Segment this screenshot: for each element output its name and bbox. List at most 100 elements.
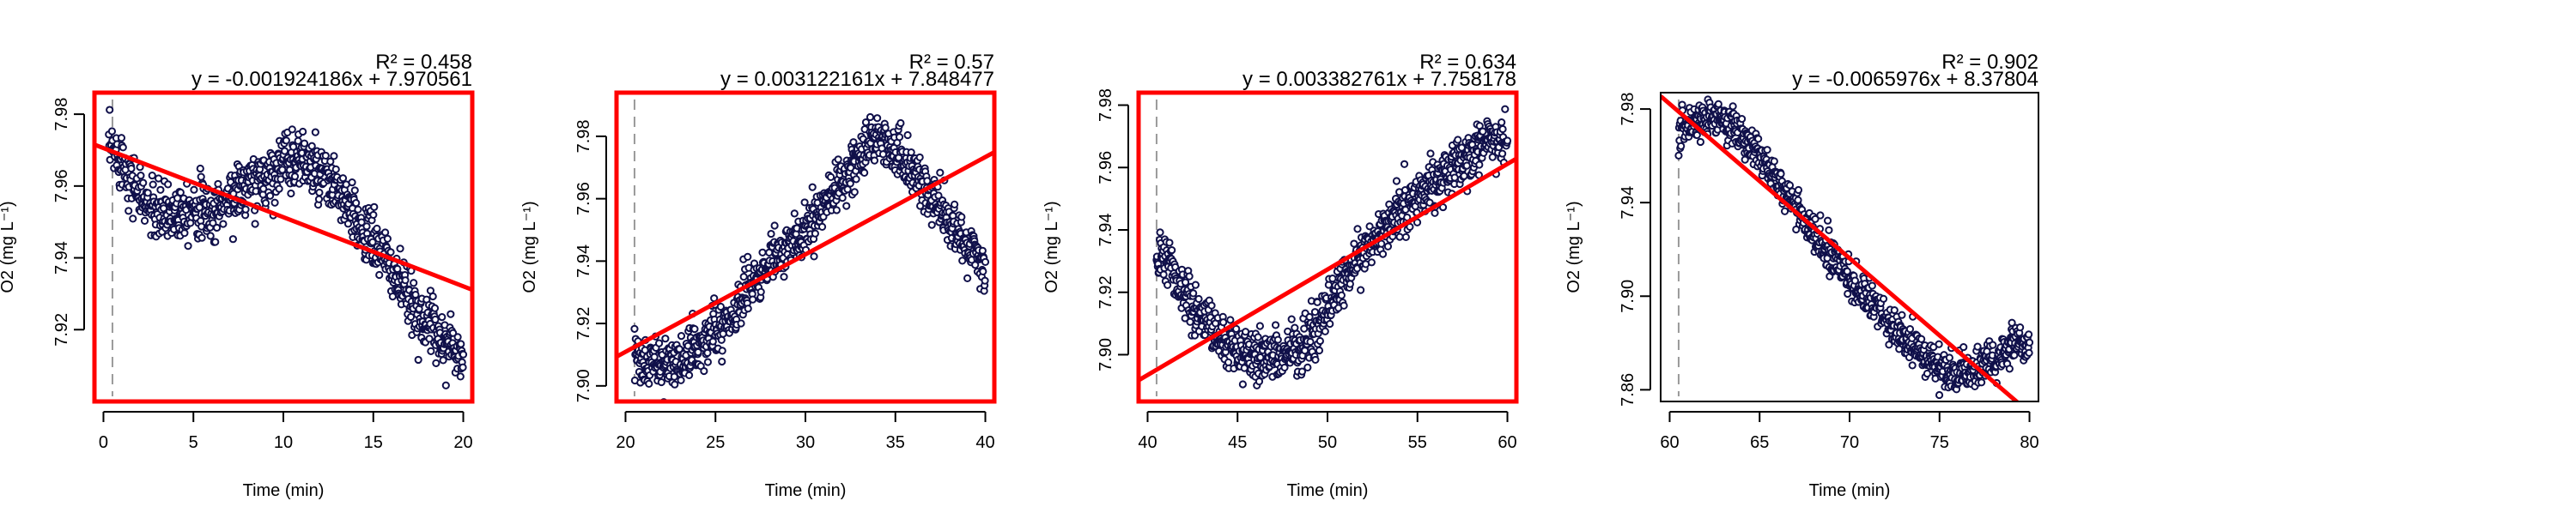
data-point [1754, 135, 1763, 143]
data-point [1238, 380, 1247, 389]
y-tick-label: 7.94 [52, 241, 71, 275]
data-point [846, 179, 854, 188]
data-point [314, 195, 324, 203]
data-point [143, 189, 152, 197]
data-point [810, 252, 818, 261]
data-point [1989, 341, 1997, 349]
data-point [139, 178, 148, 187]
data-point [148, 171, 156, 180]
data-point [770, 221, 779, 230]
data-point [708, 337, 717, 346]
data-point [290, 172, 300, 181]
data-point [963, 274, 972, 282]
data-point [861, 118, 871, 127]
data-point [744, 305, 752, 313]
data-point [1737, 114, 1747, 124]
data-point [1297, 367, 1307, 376]
x-tick-label: 45 [1228, 433, 1247, 452]
regression-line [617, 150, 994, 359]
data-point [1923, 369, 1932, 378]
data-point [1232, 324, 1241, 333]
data-point [1353, 225, 1362, 233]
data-point [1321, 327, 1329, 335]
data-point [315, 188, 324, 197]
data-point [1498, 149, 1507, 158]
data-point [739, 273, 748, 281]
data-point [1326, 319, 1334, 329]
x-tick-label: 40 [1138, 433, 1157, 452]
data-point [834, 155, 842, 164]
data-point [459, 350, 468, 359]
data-point [1850, 276, 1859, 285]
data-point [140, 216, 149, 225]
x-axis-label: Time (min) [243, 481, 325, 500]
data-point [1498, 124, 1507, 134]
data-point [1159, 270, 1168, 279]
y-tick-label: 7.86 [1619, 373, 1637, 407]
data-point [1450, 173, 1459, 182]
data-point [414, 355, 422, 365]
data-point [278, 166, 287, 174]
data-point [190, 185, 198, 194]
x-tick-label: 55 [1408, 433, 1427, 452]
data-point [1908, 361, 1917, 370]
y-tick-label: 7.94 [1097, 214, 1115, 247]
data-point [1898, 311, 1906, 319]
regression-line [1139, 156, 1516, 383]
x-axis-label: Time (min) [1287, 481, 1369, 500]
data-point [1770, 157, 1778, 166]
data-point [1475, 160, 1484, 169]
data-point [331, 165, 340, 173]
data-point [1310, 308, 1320, 317]
data-point [2008, 318, 2016, 327]
data-point [1741, 155, 1749, 164]
data-point [2025, 338, 2034, 347]
data-point [981, 257, 990, 266]
data-point [1226, 316, 1235, 324]
data-point [321, 151, 330, 160]
regression-equation: y = -0.001924186x + 7.970561 [191, 68, 472, 91]
plot-frame [614, 90, 997, 404]
y-tick-label: 7.92 [52, 313, 71, 347]
data-point [860, 168, 869, 177]
regression-equation: y = -0.0065976x + 8.37804 [1792, 68, 2038, 91]
data-point [790, 209, 799, 218]
data-point [1350, 239, 1358, 248]
data-point [1674, 151, 1683, 160]
x-tick-label: 70 [1840, 433, 1859, 452]
data-point [684, 371, 694, 380]
x-tick-label: 80 [2020, 433, 2038, 452]
data-point [1811, 214, 1820, 223]
data-point [1844, 289, 1852, 299]
data-point [373, 224, 381, 233]
data-point [1191, 281, 1200, 289]
data-point [923, 177, 932, 185]
data-point [457, 340, 465, 348]
data-point [1255, 322, 1264, 330]
data-point [630, 324, 639, 333]
data-point [1677, 142, 1686, 150]
data-point [343, 220, 353, 228]
data-point [1457, 143, 1466, 152]
data-point [425, 335, 434, 343]
x-tick-label: 35 [886, 433, 905, 452]
data-point [212, 223, 222, 232]
data-point [149, 180, 157, 189]
x-tick-label: 40 [975, 433, 994, 452]
data-point [348, 178, 356, 187]
data-point [838, 194, 847, 202]
data-point [1945, 353, 1953, 362]
regression-equation: y = 0.003382761x + 7.758178 [1242, 68, 1516, 91]
data-point [241, 205, 250, 214]
y-tick-label: 7.98 [574, 119, 593, 153]
r-squared-label: R² = 0.902 [1941, 51, 2038, 74]
data-point [811, 229, 819, 238]
data-point [1189, 289, 1198, 298]
data-point [127, 164, 136, 173]
data-point [427, 347, 435, 355]
data-point [2025, 330, 2033, 339]
data-point [410, 279, 418, 287]
data-point [352, 199, 361, 208]
data-point [1328, 275, 1337, 283]
r-squared-label: R² = 0.458 [375, 51, 472, 74]
